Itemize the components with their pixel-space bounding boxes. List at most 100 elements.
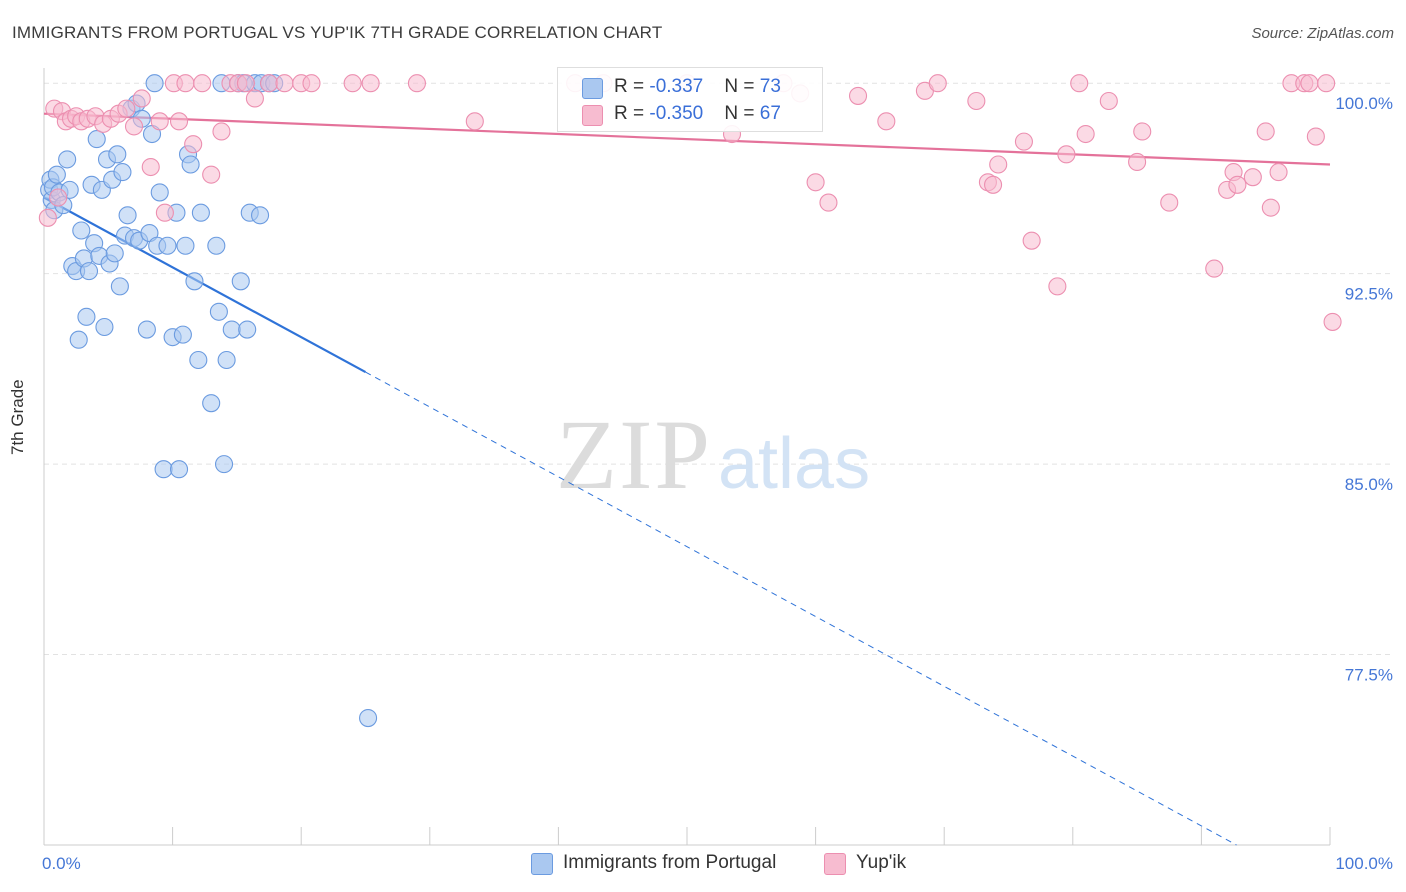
n-value-yupik: 67: [759, 103, 781, 124]
n-label-yupik: N =: [724, 103, 760, 124]
yupik-point-33: [302, 74, 321, 93]
portugal-point-55: [202, 394, 221, 413]
portugal-point-57: [209, 302, 228, 321]
yupik-point-20: [169, 112, 189, 131]
portugal-point-29: [113, 163, 132, 182]
n-label-portugal: N =: [724, 76, 760, 97]
yupik-point-54: [1014, 132, 1033, 151]
portugal-point-61: [222, 320, 241, 339]
yupik-point-0: [38, 208, 57, 227]
yupik-point-18: [155, 203, 174, 222]
yupik-point-14: [124, 117, 144, 136]
portugal-point-16: [79, 262, 99, 281]
yupik-point-2: [49, 188, 68, 207]
portugal-point-40: [145, 74, 164, 93]
portugal-point-31: [118, 206, 137, 225]
yupik-point-71: [1269, 163, 1288, 182]
yupik-point-67: [1228, 175, 1247, 194]
watermark-atlas: atlas: [718, 424, 870, 504]
yupik-point-77: [1323, 312, 1342, 331]
portugal-point-49: [176, 236, 195, 255]
trend-lines: [43, 112, 1331, 846]
legend-swatch-portugal: [582, 78, 603, 99]
yupik-point-55: [1022, 231, 1041, 250]
yupik-point-68: [1243, 168, 1262, 187]
series-legend: Immigrants from Portugal Yup'ik: [0, 852, 1406, 878]
n-value-portugal: 73: [759, 76, 781, 97]
watermark: ZIP atlas: [556, 399, 870, 510]
y-tick-label-0: 100.0%: [1335, 94, 1393, 113]
yupik-point-45: [819, 193, 838, 212]
yupik-point-70: [1261, 198, 1280, 217]
yupik-point-37: [465, 112, 484, 131]
portugal-point-54: [191, 203, 210, 222]
x-tick-label-1: 100.0%: [1335, 854, 1393, 873]
yupik-point-13: [117, 99, 136, 118]
yupik-point-47: [877, 112, 896, 131]
portugal-point-48: [173, 325, 192, 344]
yupik-point-29: [245, 89, 264, 108]
stats-legend: R = -0.337 N = 73 R = -0.350 N = 67: [557, 67, 823, 132]
portugal-point-5: [47, 165, 66, 184]
portugal-point-63: [231, 272, 250, 291]
yupik-point-53: [989, 155, 1008, 174]
portugal-point-44: [158, 236, 177, 255]
yupik-point-49: [928, 74, 947, 93]
yupik-point-63: [1160, 193, 1179, 212]
portugal-point-15: [77, 307, 96, 326]
chart-source: Source: ZipAtlas.com: [1251, 25, 1394, 42]
portugal-point-8: [58, 150, 77, 169]
legend-swatch-portugal-bottom: [531, 853, 553, 875]
trend-line-solid-0: [43, 196, 367, 374]
yupik-point-24: [202, 165, 221, 184]
legend-swatch-yupik-bottom: [824, 853, 846, 875]
yupik-point-46: [848, 86, 868, 105]
yupik-point-21: [176, 74, 195, 93]
portugal-point-56: [207, 236, 226, 255]
portugal-point-27: [108, 145, 127, 164]
portugal-point-52: [185, 272, 204, 291]
yupik-point-23: [193, 74, 212, 93]
yupik-point-69: [1256, 122, 1275, 141]
yupik-point-57: [1057, 145, 1076, 164]
portugal-point-28: [110, 277, 129, 296]
yupik-point-28: [236, 74, 255, 93]
portugal-point-22: [95, 317, 114, 337]
yupik-point-15: [132, 89, 151, 108]
yupik-point-30: [259, 74, 279, 93]
watermark-zip: ZIP: [556, 399, 712, 510]
portugal-point-26: [105, 244, 124, 263]
portugal-point-12: [69, 330, 88, 349]
yupik-point-56: [1048, 277, 1067, 296]
portugal-point-37: [137, 320, 156, 339]
y-tick-label-2: 85.0%: [1345, 475, 1393, 494]
r-label-yupik: R =: [614, 103, 650, 124]
x-tick-label-0: 0.0%: [42, 854, 81, 873]
portugal-point-59: [214, 455, 234, 474]
portugal-point-13: [72, 221, 91, 240]
r-label-portugal: R =: [614, 76, 650, 97]
yupik-point-61: [1128, 152, 1147, 172]
yupik-point-34: [343, 74, 362, 93]
trend-line-solid-1: [43, 112, 1331, 166]
legend-label-portugal: Immigrants from Portugal: [563, 852, 777, 873]
portugal-point-72: [359, 708, 378, 728]
yupik-point-74: [1300, 74, 1319, 93]
yupik-point-75: [1306, 127, 1325, 146]
yupik-point-60: [1099, 91, 1118, 111]
r-value-portugal: -0.337: [649, 76, 704, 97]
yupik-point-62: [1133, 122, 1152, 141]
portugal-point-51: [181, 155, 200, 174]
yupik-point-64: [1205, 259, 1224, 278]
yupik-point-22: [184, 135, 203, 154]
portugal-point-53: [189, 350, 208, 370]
yupik-point-25: [212, 122, 231, 141]
yupik-point-44: [806, 173, 825, 192]
legend-swatch-yupik: [582, 105, 603, 126]
tick-labels: 100.0% 92.5% 85.0% 77.5% 0.0% 100.0%: [42, 94, 1393, 873]
data-points: [38, 74, 1342, 728]
yupik-point-36: [407, 74, 426, 93]
chart-title: IMMIGRANTS FROM PORTUGAL VS YUP'IK 7TH G…: [12, 23, 663, 42]
yupik-point-17: [150, 112, 169, 131]
